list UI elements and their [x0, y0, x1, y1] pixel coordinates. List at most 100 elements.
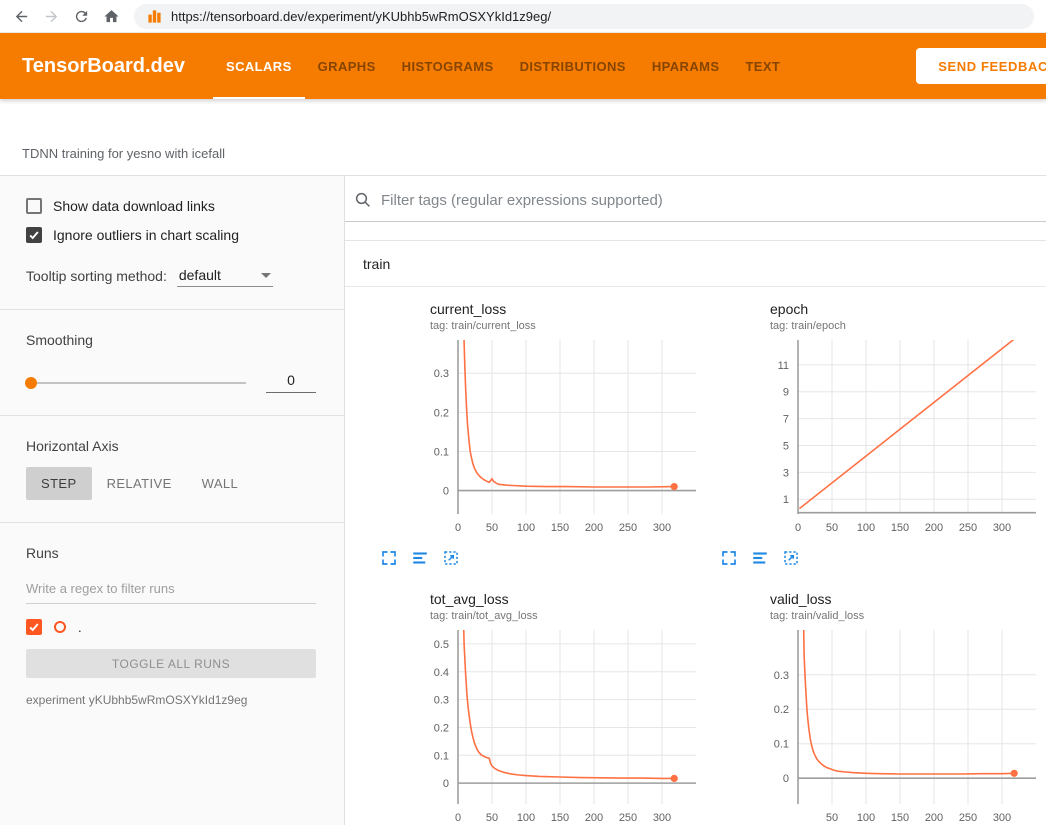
- svg-text:0.3: 0.3: [774, 670, 789, 682]
- svg-text:0: 0: [783, 773, 789, 785]
- smoothing-slider-thumb[interactable]: [25, 377, 37, 389]
- tensorboard-favicon-icon: [147, 9, 162, 24]
- chart-card-current_loss: current_losstag: train/current_loss00.10…: [378, 301, 700, 567]
- svg-text:1: 1: [783, 494, 789, 506]
- axis-button-wall[interactable]: WALL: [187, 467, 254, 500]
- experiment-title: TDNN training for yesno with icefall: [22, 146, 225, 161]
- tab-distributions[interactable]: DISTRIBUTIONS: [507, 33, 639, 99]
- tab-scalars[interactable]: SCALARS: [213, 33, 305, 99]
- axis-button-step[interactable]: STEP: [26, 467, 92, 500]
- svg-text:300: 300: [653, 812, 671, 824]
- send-feedback-button[interactable]: SEND FEEDBACK: [916, 48, 1046, 84]
- tooltip-sorting-label: Tooltip sorting method:: [26, 268, 167, 287]
- back-icon[interactable]: [8, 3, 34, 29]
- run-color-icon: [54, 621, 66, 633]
- svg-text:0.3: 0.3: [434, 695, 449, 707]
- svg-text:50: 50: [486, 812, 498, 824]
- experiment-id: experiment yKUbhb5wRmOSXYkId1z9eg: [26, 693, 316, 707]
- axis-button-relative[interactable]: RELATIVE: [92, 467, 187, 500]
- address-bar[interactable]: https://tensorboard.dev/experiment/yKUbh…: [134, 4, 1034, 29]
- show-download-links-checkbox[interactable]: [26, 198, 42, 214]
- svg-text:3: 3: [783, 467, 789, 479]
- chart-toolbar: [378, 549, 700, 567]
- smoothing-value[interactable]: 0: [266, 372, 316, 393]
- tooltip-sorting-select[interactable]: default: [177, 267, 273, 287]
- svg-text:0: 0: [443, 778, 449, 790]
- run-checkbox[interactable]: [26, 619, 42, 635]
- tab-histograms[interactable]: HISTOGRAMS: [389, 33, 507, 99]
- svg-text:0: 0: [795, 522, 801, 534]
- horizontal-axis-label: Horizontal Axis: [26, 438, 316, 454]
- data-table-icon[interactable]: [751, 549, 769, 567]
- divider: [0, 415, 344, 416]
- forward-icon[interactable]: [38, 3, 64, 29]
- fit-domain-icon[interactable]: [782, 549, 800, 567]
- svg-text:5: 5: [783, 440, 789, 452]
- svg-text:150: 150: [551, 812, 569, 824]
- svg-text:0.1: 0.1: [434, 750, 449, 762]
- toggle-all-runs-button[interactable]: TOGGLE ALL RUNS: [26, 649, 316, 678]
- svg-text:0.2: 0.2: [434, 722, 449, 734]
- expand-chart-icon[interactable]: [380, 549, 398, 567]
- svg-text:0: 0: [455, 522, 461, 534]
- svg-text:100: 100: [857, 812, 875, 824]
- svg-text:0.1: 0.1: [774, 739, 789, 751]
- tooltip-sorting-row: Tooltip sorting method: default: [26, 267, 316, 287]
- runs-filter-input[interactable]: [26, 577, 316, 604]
- chart-tag: tag: train/valid_loss: [770, 610, 1040, 622]
- line-chart[interactable]: 00.10.20.30.40.5050100150200250300: [378, 626, 700, 825]
- chart-card-tot_avg_loss: tot_avg_loss tag: train/tot_avg_loss 0 0.1 0…: [378, 591, 700, 825]
- filter-tags-row: [345, 191, 1046, 222]
- svg-text:300: 300: [993, 812, 1011, 824]
- svg-text:100: 100: [857, 522, 875, 534]
- svg-text:300: 300: [993, 522, 1011, 534]
- tab-hparams[interactable]: HPARAMS: [639, 33, 733, 99]
- chart-tag: tag: train/tot_avg_loss: [430, 610, 700, 622]
- train-group-header[interactable]: train: [345, 241, 1046, 287]
- smoothing-label: Smoothing: [26, 332, 316, 348]
- expand-chart-icon[interactable]: [720, 549, 738, 567]
- svg-text:200: 200: [925, 522, 943, 534]
- run-name: .: [78, 620, 82, 635]
- line-chart[interactable]: 00.10.20.350100150200250300: [718, 626, 1040, 825]
- svg-text:150: 150: [551, 522, 569, 534]
- tooltip-sorting-value: default: [179, 267, 221, 283]
- svg-text:100: 100: [517, 522, 535, 534]
- svg-text:0.1: 0.1: [434, 446, 449, 458]
- ignore-outliers-label: Ignore outliers in chart scaling: [53, 227, 239, 243]
- fit-domain-icon[interactable]: [442, 549, 460, 567]
- run-row: .: [26, 619, 316, 635]
- svg-text:0.5: 0.5: [434, 639, 449, 651]
- line-chart[interactable]: 00.10.20.3050100150200250300: [378, 336, 700, 546]
- runs-label: Runs: [26, 545, 316, 561]
- smoothing-slider[interactable]: [26, 382, 246, 384]
- train-group-label: train: [363, 256, 390, 272]
- app-logo[interactable]: TensorBoard.dev: [22, 55, 185, 78]
- svg-text:11: 11: [778, 360, 789, 372]
- tab-text[interactable]: TEXT: [732, 33, 793, 99]
- svg-text:150: 150: [891, 812, 909, 824]
- smoothing-slider-row: 0: [26, 372, 316, 393]
- data-table-icon[interactable]: [411, 549, 429, 567]
- svg-text:250: 250: [619, 812, 637, 824]
- svg-text:200: 200: [585, 812, 603, 824]
- line-chart[interactable]: 1357911050100150200250300: [718, 336, 1040, 546]
- chart-title: tot_avg_loss: [430, 591, 700, 607]
- reload-icon[interactable]: [68, 3, 94, 29]
- filter-tags-input[interactable]: [381, 192, 1034, 209]
- svg-text:50: 50: [826, 522, 838, 534]
- ignore-outliers-checkbox[interactable]: [26, 227, 42, 243]
- chart-card-epoch: epochtag: train/epoch1357911050100150200…: [718, 301, 1040, 567]
- chart-card-valid_loss: valid_losstag: train/valid_loss00.10.20.…: [718, 591, 1040, 825]
- svg-text:0: 0: [455, 812, 461, 824]
- content: Show data download links Ignore outliers…: [0, 176, 1046, 825]
- chart-title: current_loss: [430, 301, 700, 317]
- svg-text:250: 250: [619, 522, 637, 534]
- home-icon[interactable]: [98, 3, 124, 29]
- chart-title: valid_loss: [770, 591, 1040, 607]
- app-header: TensorBoard.dev SCALARSGRAPHSHISTOGRAMSD…: [0, 33, 1046, 99]
- svg-text:0.2: 0.2: [434, 407, 449, 419]
- show-download-links-row: Show data download links: [26, 198, 316, 214]
- svg-text:0.3: 0.3: [434, 368, 449, 380]
- tab-graphs[interactable]: GRAPHS: [305, 33, 389, 99]
